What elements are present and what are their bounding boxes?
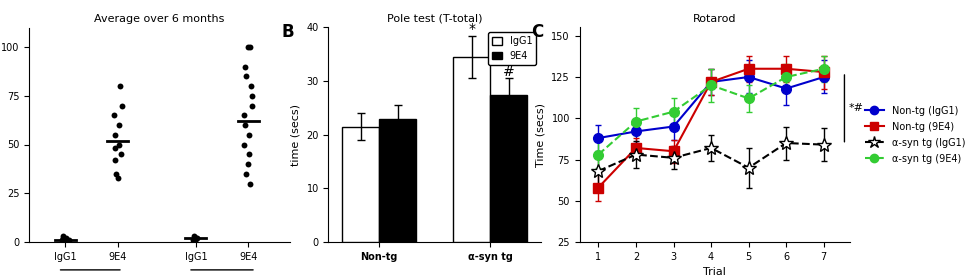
Point (113, 152, 128, 156)
Point (185, 238, 201, 242)
Text: B: B (282, 23, 295, 41)
Point (54, 238, 70, 242)
Point (237, 142, 252, 147)
Point (239, 74, 254, 78)
X-axis label: Trial: Trial (703, 267, 726, 275)
Text: #: # (502, 65, 515, 79)
Point (244, 94, 260, 98)
Point (59, 236, 74, 240)
Point (55, 236, 71, 240)
Point (107, 158, 123, 162)
Bar (342, 127, 380, 242)
Point (237, 64, 252, 69)
Point (107, 146, 123, 151)
Legend: Non-tg (IgG1), Non-tg (9E4), α-syn tg (IgG1), α-syn tg (9E4): Non-tg (IgG1), Non-tg (9E4), α-syn tg (I… (865, 106, 965, 164)
Title: Rotarod: Rotarod (693, 14, 737, 24)
Point (108, 172, 124, 176)
Point (187, 238, 203, 242)
Bar (490, 95, 527, 242)
Point (242, 84, 258, 88)
Bar (453, 57, 490, 242)
Point (244, 103, 260, 108)
Point (62, 238, 77, 242)
Legend: IgG1, 9E4: IgG1, 9E4 (488, 32, 536, 65)
Point (187, 240, 203, 244)
Point (237, 113, 252, 117)
Point (240, 45, 255, 49)
Point (55, 234, 71, 238)
Point (187, 236, 203, 240)
Point (107, 133, 123, 137)
Point (112, 123, 128, 127)
Point (238, 123, 253, 127)
Point (242, 45, 257, 49)
Text: *: * (469, 22, 475, 36)
Point (241, 162, 256, 166)
Point (186, 238, 202, 242)
Title: Average over 6 months: Average over 6 months (95, 14, 224, 24)
Point (57, 240, 72, 244)
Point (186, 234, 202, 238)
Point (242, 181, 258, 186)
Point (189, 236, 205, 240)
Point (60, 238, 75, 242)
Point (113, 84, 128, 88)
Point (111, 142, 127, 147)
Point (242, 133, 257, 137)
Bar (380, 119, 416, 242)
Y-axis label: time (secs): time (secs) (291, 104, 300, 166)
Point (114, 103, 129, 108)
Title: Pole test (T-total): Pole test (T-total) (387, 14, 482, 24)
Point (106, 113, 122, 117)
Y-axis label: Time (secs): Time (secs) (536, 103, 546, 167)
Point (238, 172, 253, 176)
Point (242, 152, 257, 156)
Text: *#: *# (848, 103, 864, 113)
Point (110, 175, 126, 180)
Text: C: C (531, 23, 543, 41)
